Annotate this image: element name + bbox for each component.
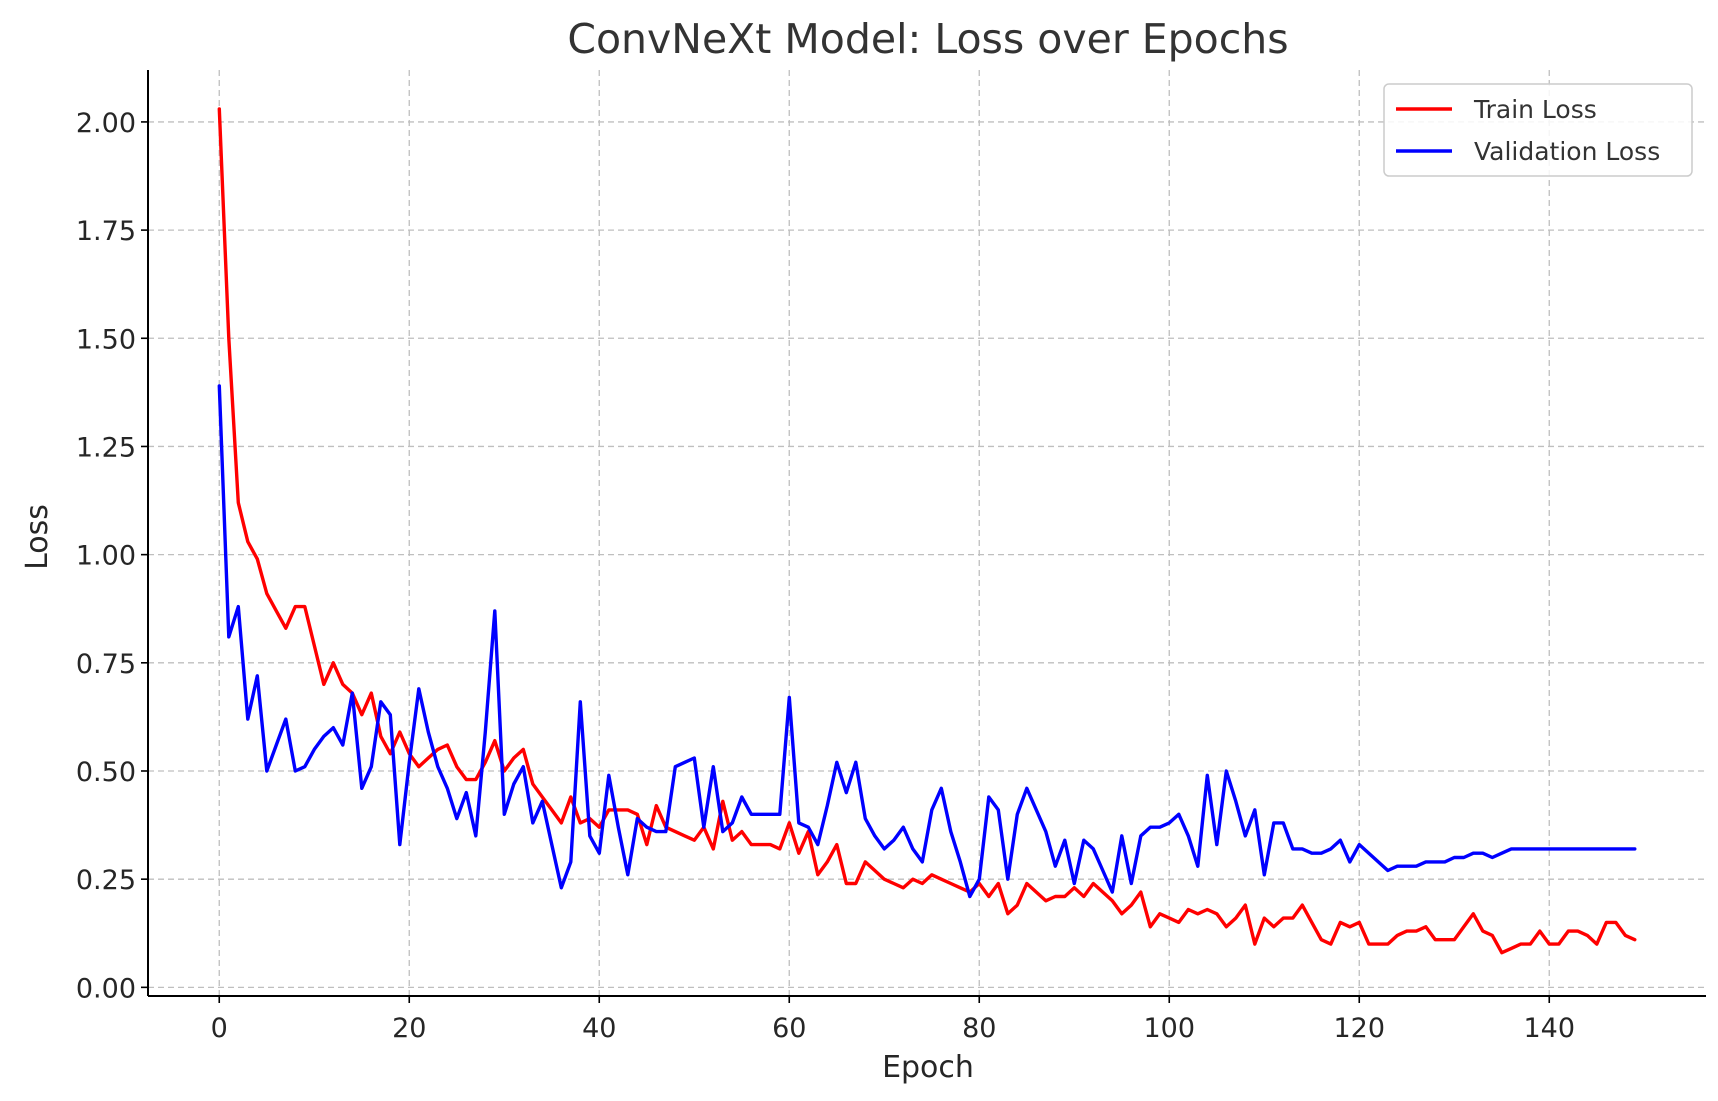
legend: Train Loss Validation Loss bbox=[1383, 83, 1693, 177]
x-tick-label: 120 bbox=[1333, 1013, 1385, 1044]
x-tick-label: 60 bbox=[772, 1013, 806, 1044]
y-tick-label: 1.50 bbox=[76, 324, 136, 355]
x-tick-label: 20 bbox=[392, 1013, 426, 1044]
y-tick-label: 0.50 bbox=[76, 757, 136, 788]
legend-label: Validation Loss bbox=[1474, 137, 1660, 166]
series-line-validation bbox=[217, 384, 1637, 899]
axes bbox=[147, 70, 1706, 997]
x-axis-label: Epoch bbox=[882, 1050, 974, 1085]
series-line-train bbox=[217, 107, 1637, 955]
y-tick-label: 2.00 bbox=[76, 108, 136, 139]
x-tick-label: 40 bbox=[582, 1013, 616, 1044]
y-tick-label: 1.25 bbox=[76, 432, 136, 463]
y-tick-label: 0.00 bbox=[76, 973, 136, 1004]
legend-box bbox=[1383, 83, 1693, 177]
y-axis-label: Loss bbox=[20, 504, 55, 570]
x-tick-label: 140 bbox=[1523, 1013, 1575, 1044]
x-tick-label: 100 bbox=[1143, 1013, 1195, 1044]
chart-title: ConvNeXt Model: Loss over Epochs bbox=[567, 15, 1288, 63]
series-layer bbox=[217, 107, 1637, 955]
grid bbox=[148, 70, 1706, 996]
y-tick-label: 0.75 bbox=[76, 649, 136, 680]
y-tick-label: 0.25 bbox=[76, 865, 136, 896]
y-tick-label: 1.75 bbox=[76, 216, 136, 247]
ticks: 0 20 40 60 80 100 120 140 0.00 0.25 0.50 0.75 1.00 1.… bbox=[76, 108, 1575, 1044]
x-tick-label: 0 bbox=[211, 1013, 228, 1044]
x-tick-label: 80 bbox=[962, 1013, 996, 1044]
legend-label: Train Loss bbox=[1473, 95, 1597, 124]
y-tick-label: 1.00 bbox=[76, 541, 136, 572]
